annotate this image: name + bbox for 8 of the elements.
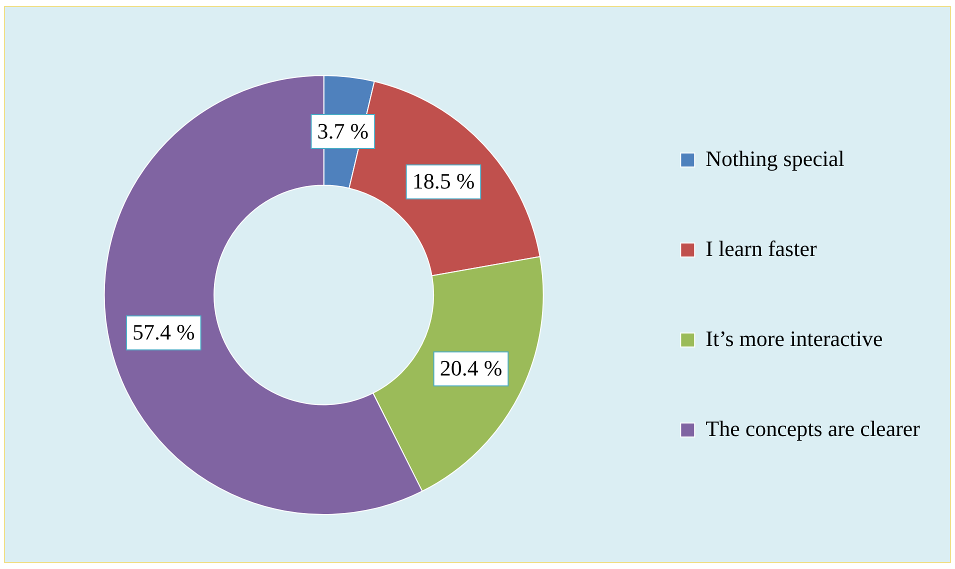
data-label: 3.7 % xyxy=(317,118,369,144)
legend-label: I learn faster xyxy=(706,236,818,261)
data-label: 57.4 % xyxy=(132,320,195,345)
legend-label: The concepts are clearer xyxy=(706,416,921,441)
data-label: 18.5 % xyxy=(412,168,475,194)
legend-label: Nothing special xyxy=(706,146,844,171)
data-label: 20.4 % xyxy=(440,356,502,381)
legend-label: It’s more interactive xyxy=(706,326,883,351)
